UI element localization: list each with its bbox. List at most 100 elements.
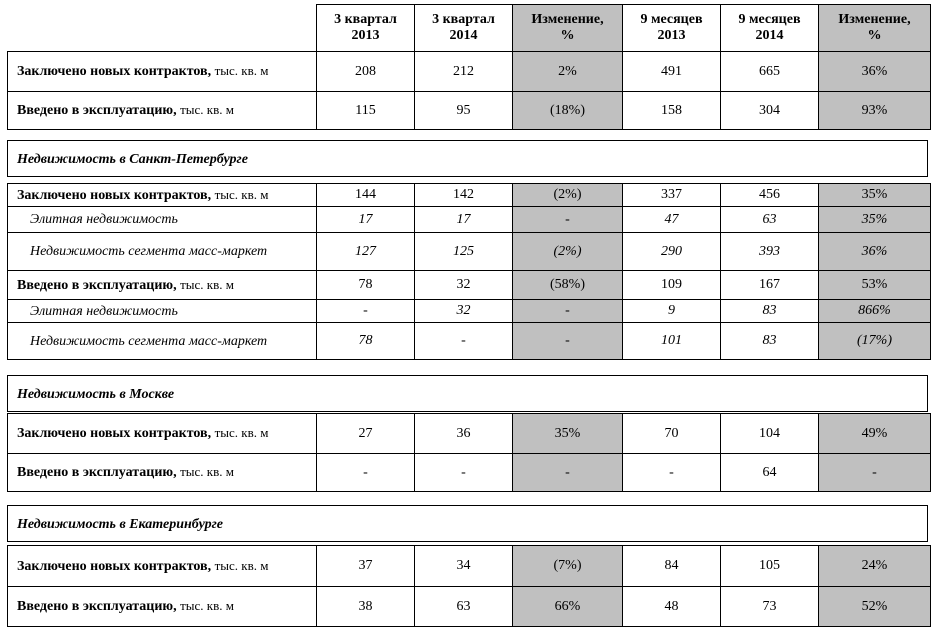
header-blank-cell [7,4,317,52]
table-row: Введено в эксплуатацию, тыс. кв. м - - -… [7,453,931,492]
cell-value: 304 [720,91,819,130]
header-row: 3 квартал 2013 3 квартал 2014 Изменение,% … [7,4,931,52]
cell-value: 104 [720,413,819,454]
row-label: Заключено новых контрактов, тыс. кв. м [7,183,317,207]
cell-value: 84 [622,545,721,587]
cell-value: 142 [414,183,513,207]
cell-change: 24% [818,545,931,587]
table-row: Заключено новых контрактов, тыс. кв. м 2… [7,413,931,454]
cell-change: - [512,322,623,360]
cell-value: 456 [720,183,819,207]
cell-change: - [818,453,931,492]
cell-value: 212 [414,51,513,92]
cell-value: 34 [414,545,513,587]
cell-value: 48 [622,586,721,627]
cell-value: 78 [316,322,415,360]
header-change-q3: Изменение,% [512,4,623,52]
cell-value: - [414,322,513,360]
cell-value: 38 [316,586,415,627]
row-label: Заключено новых контрактов, тыс. кв. м [7,413,317,454]
cell-value: 491 [622,51,721,92]
cell-change: 93% [818,91,931,130]
header-q3-2013: 3 квартал 2013 [316,4,415,52]
cell-value: 95 [414,91,513,130]
cell-value: - [316,299,415,323]
cell-value: 101 [622,322,721,360]
cell-change: 2% [512,51,623,92]
cell-change: (18%) [512,91,623,130]
row-label: Элитная недвижимость [7,206,317,233]
cell-value: 32 [414,299,513,323]
cell-value: 337 [622,183,721,207]
table-row: Элитная недвижимость 17 17 - 47 63 35% [7,206,931,233]
table-row: Заключено новых контрактов, тыс. кв. м 3… [7,545,931,587]
cell-value: 393 [720,232,819,271]
cell-change: (17%) [818,322,931,360]
header-9m-2014: 9 месяцев 2014 [720,4,819,52]
cell-change: (58%) [512,270,623,300]
cell-value: 167 [720,270,819,300]
cell-value: - [622,453,721,492]
cell-value: 105 [720,545,819,587]
cell-value: 17 [316,206,415,233]
cell-value: 32 [414,270,513,300]
cell-change: (7%) [512,545,623,587]
cell-value: - [316,453,415,492]
summary-table: 3 квартал 2013 3 квартал 2014 Изменение,% … [7,4,931,130]
section-title-spb: Недвижимость в Санкт-Петербурге [7,140,928,177]
yekaterinburg-table: Заключено новых контрактов, тыс. кв. м 3… [7,545,931,627]
cell-change: 53% [818,270,931,300]
cell-change: (2%) [512,183,623,207]
cell-value: 17 [414,206,513,233]
cell-value: 83 [720,322,819,360]
cell-value: 290 [622,232,721,271]
table-row: Заключено новых контрактов, тыс. кв. м 2… [7,51,931,92]
cell-value: 208 [316,51,415,92]
cell-value: 63 [720,206,819,233]
cell-value: 47 [622,206,721,233]
header-9m-2013: 9 месяцев 2013 [622,4,721,52]
section-title-yekaterinburg: Недвижимость в Екатеринбурге [7,505,928,542]
header-q3-2014: 3 квартал 2014 [414,4,513,52]
cell-change: - [512,299,623,323]
cell-value: 109 [622,270,721,300]
cell-change: 866% [818,299,931,323]
cell-value: 78 [316,270,415,300]
row-label: Введено в эксплуатацию, тыс. кв. м [7,91,317,130]
cell-change: 49% [818,413,931,454]
moscow-table: Заключено новых контрактов, тыс. кв. м 2… [7,413,931,492]
cell-change: 36% [818,232,931,271]
table-row: Заключено новых контрактов, тыс. кв. м 1… [7,183,931,207]
row-label: Недвижимость сегмента масс-маркет [7,232,317,271]
cell-value: 36 [414,413,513,454]
table-row: Введено в эксплуатацию, тыс. кв. м 115 9… [7,91,931,130]
row-label: Элитная недвижимость [7,299,317,323]
table-row: Недвижимость сегмента масс-маркет 127 12… [7,232,931,271]
cell-value: 70 [622,413,721,454]
cell-value: 83 [720,299,819,323]
cell-value: - [414,453,513,492]
cell-value: 37 [316,545,415,587]
cell-value: 158 [622,91,721,130]
table-row: Элитная недвижимость - 32 - 9 83 866% [7,299,931,323]
cell-value: 125 [414,232,513,271]
cell-value: 127 [316,232,415,271]
cell-value: 73 [720,586,819,627]
cell-change: (2%) [512,232,623,271]
cell-value: 9 [622,299,721,323]
cell-value: 64 [720,453,819,492]
row-label: Введено в эксплуатацию, тыс. кв. м [7,453,317,492]
cell-change: 35% [818,206,931,233]
row-label: Заключено новых контрактов, тыс. кв. м [7,51,317,92]
cell-change: - [512,206,623,233]
table-row: Введено в эксплуатацию, тыс. кв. м 38 63… [7,586,931,627]
section-title-moscow: Недвижимость в Москве [7,375,928,412]
row-label: Недвижимость сегмента масс-маркет [7,322,317,360]
table-row: Недвижимость сегмента масс-маркет 78 - -… [7,322,931,360]
cell-change: 52% [818,586,931,627]
row-label: Введено в эксплуатацию, тыс. кв. м [7,270,317,300]
cell-value: 115 [316,91,415,130]
cell-value: 63 [414,586,513,627]
spb-table: Заключено новых контрактов, тыс. кв. м 1… [7,183,931,360]
cell-change: 66% [512,586,623,627]
